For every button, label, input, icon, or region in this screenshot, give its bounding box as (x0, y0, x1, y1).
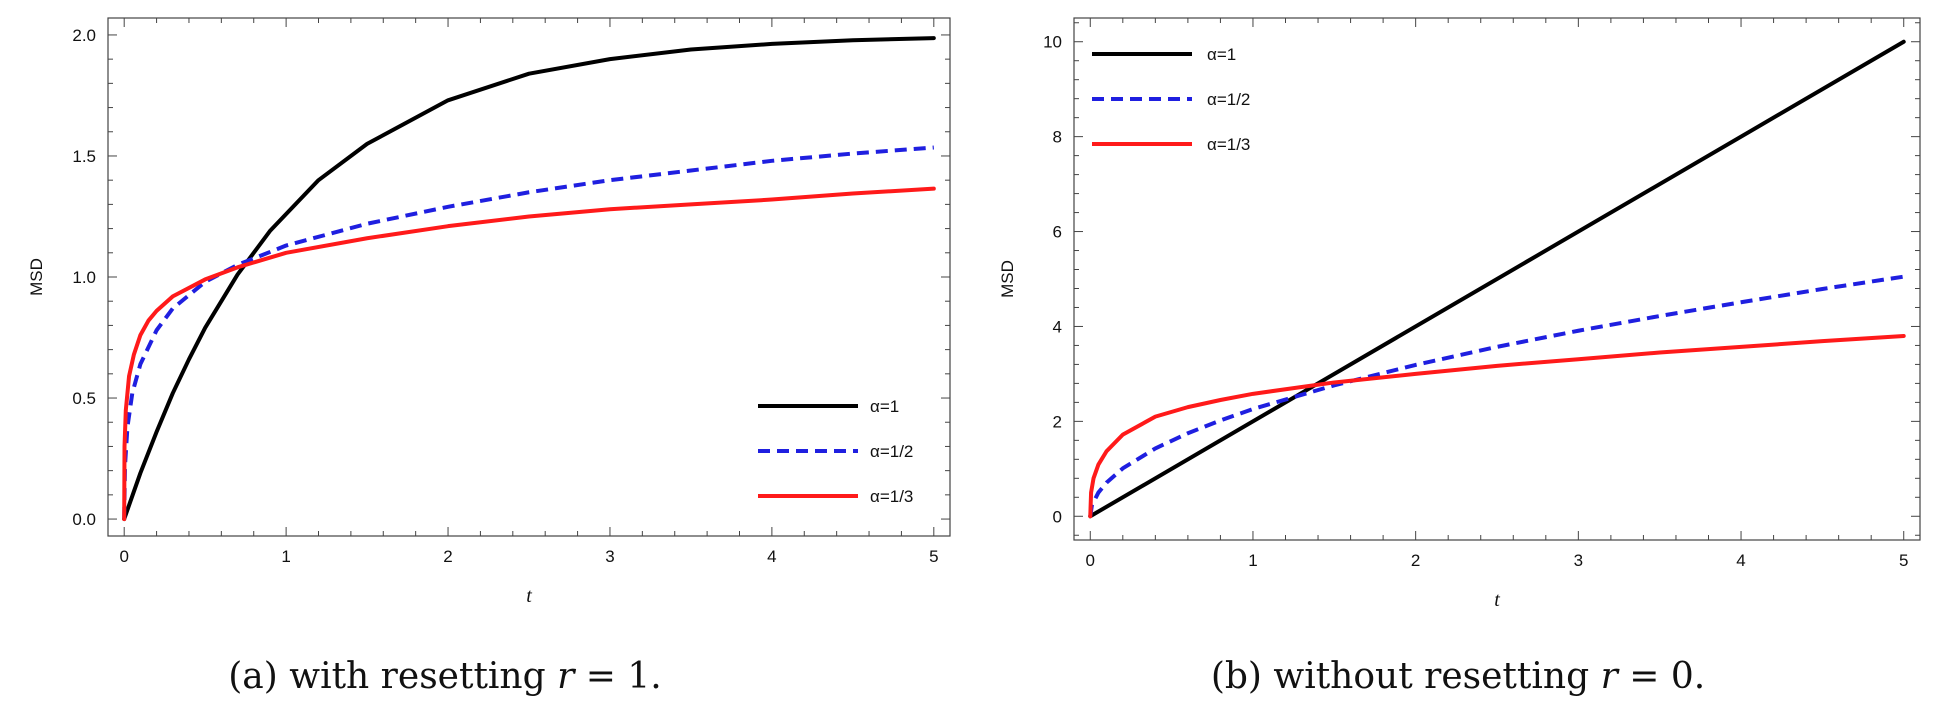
y-tick-label-a: 1.0 (72, 268, 96, 287)
series-line-b-0 (1088, 39, 1906, 519)
x-tick-label-b: 5 (1899, 551, 1908, 570)
panel-a: 0 1 2 3 4 5 0.0 0.5 1.0 1.5 2.0 t MSD α=1 α=1/2 α=1/3 (27, 17, 951, 607)
series-line-a-2 (122, 186, 936, 522)
x-tick-label-b: 0 (1086, 551, 1095, 570)
y-tick-label-b: 2 (1053, 412, 1062, 431)
legend-label-a-0: α=1 (870, 397, 899, 416)
x-tick-label-a: 2 (443, 547, 452, 566)
series-line-a-1 (122, 145, 934, 520)
y-tick-label-a: 0.0 (72, 510, 96, 529)
x-tick-label-b: 3 (1574, 551, 1583, 570)
x-tick-label-b: 4 (1736, 551, 1745, 570)
caption-b-var: r (1601, 656, 1620, 697)
caption-b-suffix: = 0. (1618, 656, 1705, 697)
series-line-b-2 (1088, 333, 1906, 519)
x-axis-label-a: t (526, 585, 532, 607)
caption-b: (b) without resetting r = 0. (1211, 656, 1705, 697)
x-tick-label-a: 5 (929, 547, 938, 566)
caption-b-prefix: (b) without resetting (1211, 656, 1601, 697)
y-tick-label-b: 4 (1053, 317, 1062, 336)
y-tick-label-b: 0 (1053, 507, 1062, 526)
x-tick-label-b: 1 (1248, 551, 1257, 570)
panel-b: 0 1 2 3 4 5 0 2 4 6 8 10 t MSD α=1 α=1/2 α=1/3 (998, 17, 1921, 611)
series-line-b-1 (1088, 274, 1905, 517)
legend-label-b-0: α=1 (1207, 45, 1236, 64)
y-tick-label-a: 2.0 (72, 26, 96, 45)
x-tick-label-a: 1 (281, 547, 290, 566)
y-tick-label-b: 10 (1043, 33, 1062, 52)
x-tick-label-a: 3 (605, 547, 614, 566)
x-axis-label-b: t (1494, 589, 1500, 611)
legend-label-a-1: α=1/2 (870, 442, 913, 461)
caption-a-var: r (557, 656, 576, 697)
y-axis-label-b: MSD (998, 260, 1017, 298)
x-tick-label-b: 2 (1411, 551, 1420, 570)
x-tick-label-a: 4 (767, 547, 776, 566)
caption-a-suffix: = 1. (574, 656, 661, 697)
caption-a: (a) with resetting r = 1. (228, 656, 661, 697)
y-axis-label-a: MSD (27, 258, 46, 296)
legend-label-b-2: α=1/3 (1207, 135, 1250, 154)
y-tick-label-a: 1.5 (72, 147, 96, 166)
x-tick-label-a: 0 (119, 547, 128, 566)
legend-label-b-1: α=1/2 (1207, 90, 1250, 109)
y-tick-label-b: 8 (1053, 128, 1062, 147)
caption-a-prefix: (a) with resetting (228, 656, 557, 697)
y-tick-label-b: 6 (1053, 223, 1062, 242)
series-line-a-0 (122, 36, 936, 522)
legend-label-a-2: α=1/3 (870, 487, 913, 506)
plot-frame-b (1073, 17, 1921, 541)
y-tick-label-a: 0.5 (72, 389, 96, 408)
